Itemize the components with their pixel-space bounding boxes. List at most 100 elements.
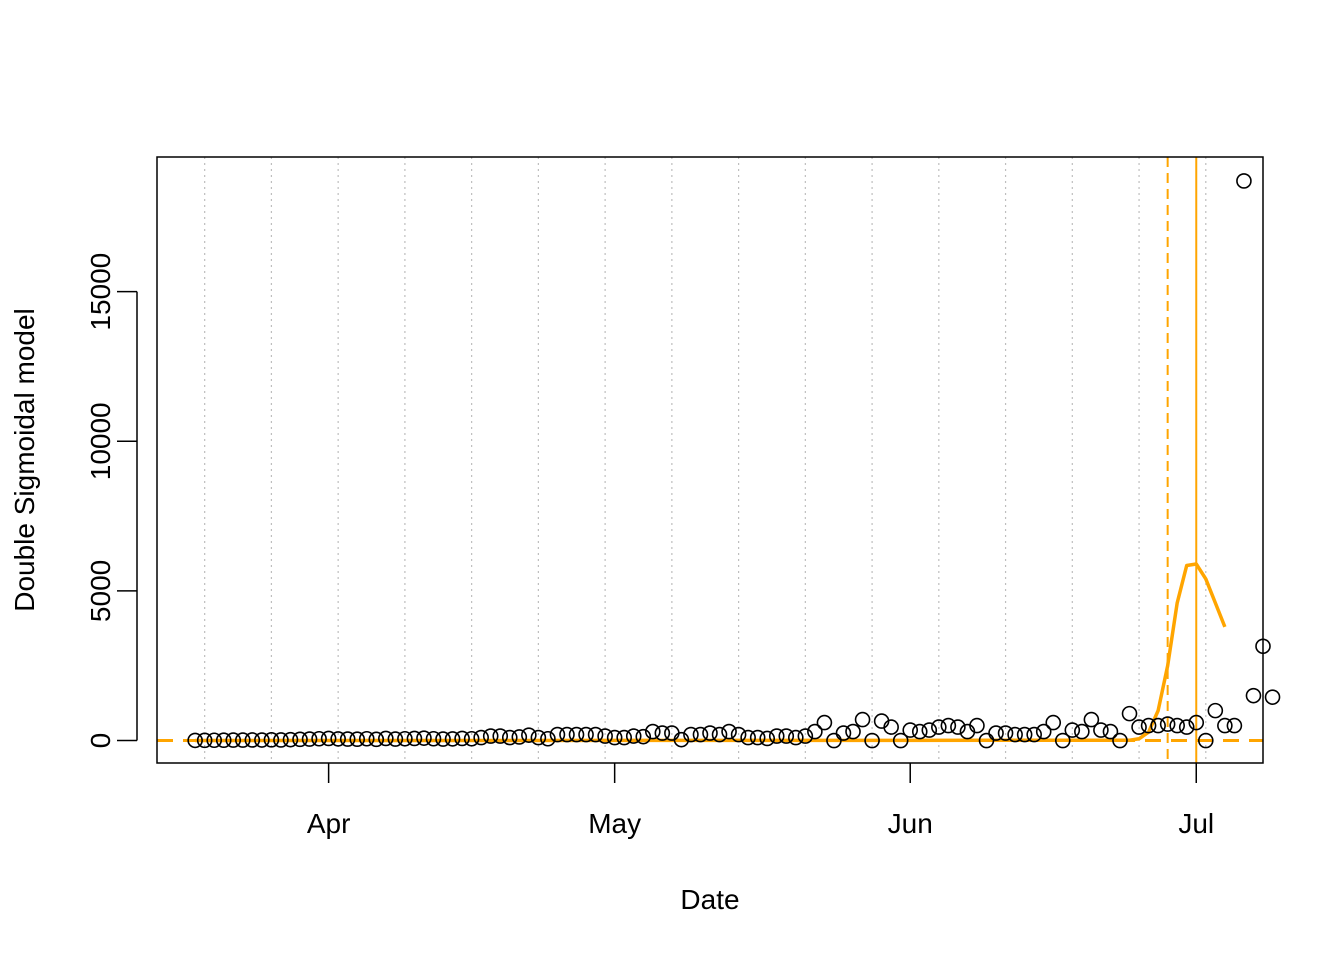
- data-point: [1150, 717, 1166, 734]
- y-tick-label: 0: [85, 733, 116, 749]
- data-point: [845, 723, 861, 740]
- data-point: [292, 731, 308, 748]
- plot-area-frame: [156, 156, 1264, 764]
- data-point: [1217, 717, 1233, 734]
- data-point: [692, 726, 709, 743]
- data-point: [625, 728, 642, 744]
- data-point: [969, 717, 985, 734]
- data-point: [950, 719, 966, 735]
- data-point: [1178, 719, 1195, 735]
- data-point: [902, 722, 919, 738]
- data-point: [940, 717, 957, 734]
- data-point: [673, 731, 690, 748]
- data-point: [349, 731, 366, 748]
- data-point: [587, 726, 604, 743]
- grid-lines: [204, 157, 1207, 763]
- data-point: [378, 730, 394, 747]
- data-point: [730, 726, 747, 743]
- x-tick-label: Apr: [307, 808, 351, 839]
- data-point: [1169, 717, 1185, 734]
- data-point: [358, 730, 375, 747]
- data-point: [740, 729, 756, 746]
- data-point: [1264, 689, 1281, 705]
- data-point: [1188, 714, 1205, 731]
- x-axis: Apr May Jun Jul: [307, 763, 1214, 839]
- data-point: [435, 731, 451, 747]
- data-point: [1016, 726, 1033, 743]
- data-point: [988, 725, 1004, 741]
- data-point: [368, 731, 385, 748]
- data-point: [301, 731, 318, 747]
- model-curve-layer: [195, 562, 1227, 743]
- data-point: [187, 732, 203, 749]
- data-point: [997, 725, 1014, 741]
- data-point: [1112, 732, 1128, 749]
- data-points: [187, 173, 1281, 749]
- data-point: [1007, 726, 1023, 743]
- data-point: [339, 731, 356, 747]
- y-axis-title: Double Sigmoidal model: [9, 308, 40, 612]
- data-point: [282, 731, 299, 748]
- data-point: [788, 729, 804, 746]
- data-point: [683, 726, 699, 743]
- data-point: [883, 719, 899, 735]
- data-point: [1093, 722, 1109, 738]
- x-axis-title: Date: [680, 884, 739, 915]
- model-curve: [195, 562, 1227, 743]
- data-point: [749, 729, 766, 746]
- data-point: [1236, 173, 1252, 189]
- data-point: [511, 729, 528, 745]
- data-point: [778, 728, 795, 744]
- data-point: [635, 728, 652, 745]
- data-point: [854, 711, 871, 728]
- data-point: [1074, 723, 1090, 740]
- reference-lines: [157, 157, 1263, 763]
- data-point: [320, 730, 337, 747]
- data-point: [1197, 732, 1214, 749]
- data-point: [1026, 726, 1042, 743]
- data-point: [444, 731, 461, 747]
- data-point: [454, 730, 470, 747]
- data-point: [1121, 705, 1138, 722]
- x-tick-label: May: [588, 808, 641, 839]
- data-point: [606, 729, 623, 746]
- data-point: [597, 728, 613, 744]
- data-point: [397, 730, 413, 747]
- data-point: [463, 730, 480, 747]
- data-point: [807, 723, 823, 740]
- data-point: [711, 726, 728, 743]
- data-point: [759, 730, 776, 747]
- data-point: [206, 732, 223, 749]
- data-point: [215, 732, 232, 748]
- data-point: [254, 732, 270, 748]
- y-tick-label: 10000: [85, 402, 116, 480]
- data-point: [540, 730, 556, 747]
- data-point: [826, 732, 842, 749]
- data-point: [244, 732, 261, 748]
- data-point: [721, 723, 737, 740]
- x-tick-label: Jul: [1178, 808, 1214, 839]
- data-point: [568, 726, 585, 743]
- data-point: [1064, 722, 1081, 738]
- data-point: [1226, 717, 1243, 734]
- data-point: [225, 732, 242, 748]
- data-point: [931, 719, 947, 735]
- data-point: [311, 730, 327, 747]
- data-point: [559, 726, 575, 743]
- data-point: [330, 731, 346, 747]
- data-point: [816, 714, 833, 731]
- data-point: [1140, 717, 1157, 734]
- y-axis: 0 5000 10000 15000: [85, 253, 138, 749]
- data-point: [892, 732, 909, 749]
- data-point: [235, 732, 251, 748]
- data-point: [549, 726, 566, 743]
- data-point: [406, 730, 423, 747]
- data-point: [654, 725, 671, 741]
- data-point: [578, 726, 594, 743]
- data-point: [1245, 687, 1262, 704]
- data-point: [387, 731, 404, 747]
- data-point: [425, 730, 442, 747]
- data-point: [911, 723, 928, 740]
- data-point: [1054, 732, 1071, 749]
